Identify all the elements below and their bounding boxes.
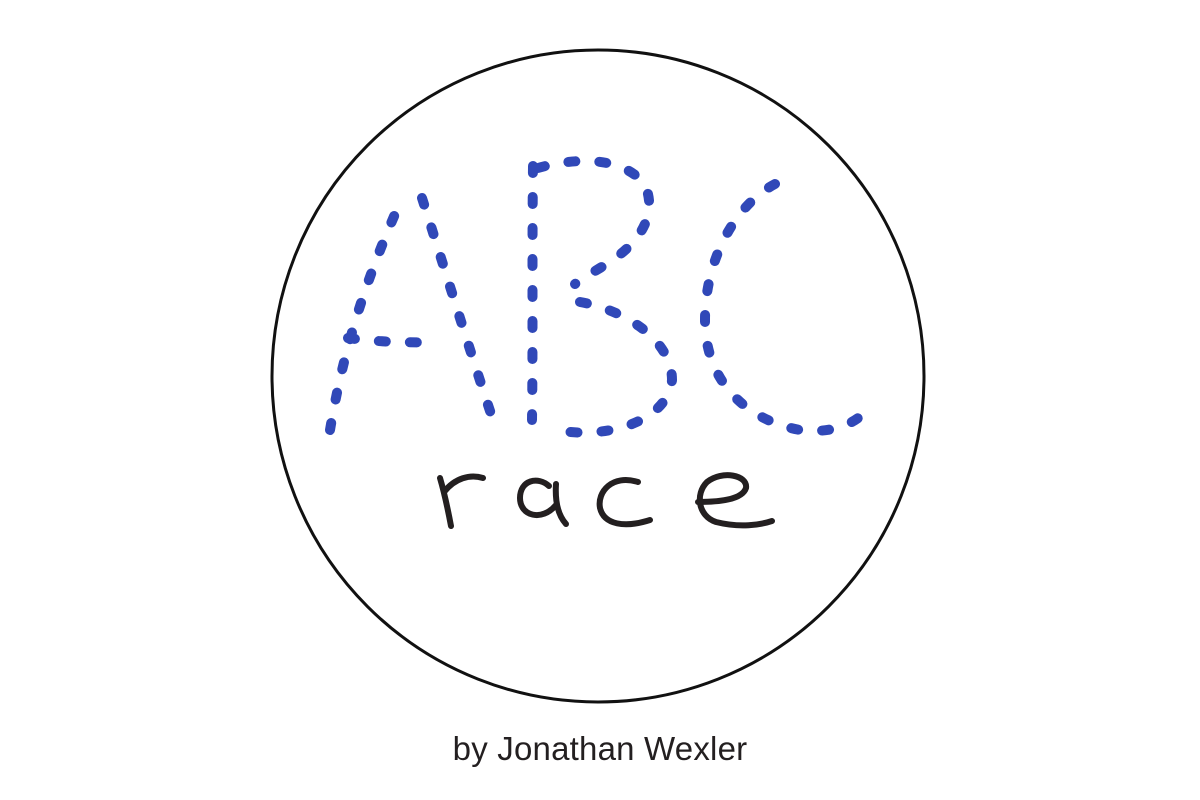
- letter-r: [437, 473, 486, 529]
- logo-ring: [270, 48, 926, 704]
- letter-c-lower: [596, 477, 653, 528]
- abc-race-logo-icon: [270, 48, 926, 704]
- logo-letters-abc: [325, 156, 875, 438]
- letter-a-lower: [517, 477, 569, 527]
- letter-b-stem: [527, 161, 538, 425]
- letter-b-lower-bowl: [550, 297, 678, 438]
- logo-word-race: [437, 472, 775, 529]
- letter-b-upper-bowl: [533, 156, 655, 289]
- letter-a-right-stroke: [417, 193, 498, 425]
- author-byline: by Jonathan Wexler: [452, 730, 748, 767]
- letter-e-lower: [695, 472, 775, 529]
- letter-c-curve: [699, 179, 875, 436]
- letter-a-left-stroke: [325, 193, 407, 435]
- letter-a-crossbar: [343, 333, 445, 348]
